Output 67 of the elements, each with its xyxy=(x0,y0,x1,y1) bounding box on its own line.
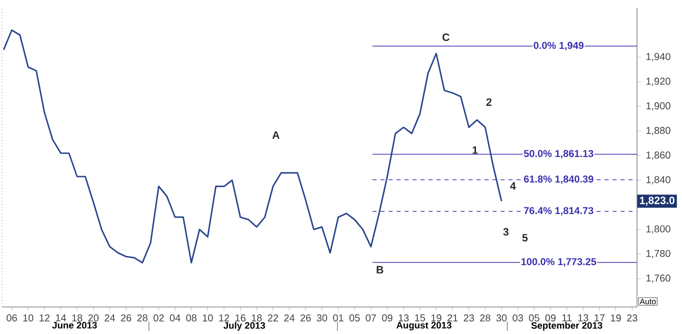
x-tick-label: 14 xyxy=(56,314,66,322)
x-tick-label: 28 xyxy=(480,314,490,322)
x-tick-label: 28 xyxy=(137,314,148,322)
text: June 2013 xyxy=(52,322,97,329)
y-tick-label: 1,940 xyxy=(646,53,670,62)
x-tick-label: 10 xyxy=(23,314,34,322)
y-tick-label: 1,760 xyxy=(646,274,670,283)
ref-line-label: 50.0% 1,861.13 xyxy=(524,150,594,159)
x-tick-label: 08 xyxy=(186,314,196,322)
x-tick-label: 17 xyxy=(594,314,605,322)
x-tick-label: 06 xyxy=(6,314,17,322)
y-tick-label: 1,920 xyxy=(646,78,670,86)
x-tick-label: 15 xyxy=(415,314,426,322)
text: September 2013 xyxy=(531,322,602,331)
x-tick-label: 01 xyxy=(333,314,344,322)
x-tick-label: 12 xyxy=(40,314,50,322)
x-tick-label: 20 xyxy=(88,314,99,322)
x-tick-label: 23 xyxy=(464,314,474,322)
x-tick-label: 10 xyxy=(202,314,213,322)
annotation: 5 xyxy=(522,234,528,242)
y-tick-label: 1,780 xyxy=(646,250,670,258)
x-tick-label: 24 xyxy=(104,314,116,322)
x-tick-label: 05 xyxy=(529,314,540,322)
ref-line-label: 0.0% 1,949 xyxy=(534,42,584,50)
y-tick-label: 1,840 xyxy=(646,176,670,184)
x-tick-label: 19 xyxy=(610,314,621,322)
x-tick-label: 30 xyxy=(496,314,507,322)
y-tick-label: 1,860 xyxy=(646,152,670,160)
x-tick-label: 22 xyxy=(268,314,278,322)
x-tick-label: 19 xyxy=(431,314,442,322)
x-tick-label: 07 xyxy=(366,314,376,322)
x-tick-label: 13 xyxy=(398,314,409,322)
y-tick-label: 1,800 xyxy=(646,225,670,234)
annotation: B xyxy=(376,266,384,274)
annotation: 3 xyxy=(503,228,508,236)
x-tick-label: 30 xyxy=(316,314,328,322)
x-tick-label: 23 xyxy=(627,314,638,322)
y-tick-label: 1,900 xyxy=(646,102,670,111)
ref-line-label: 100.0% 1,773.25 xyxy=(521,258,596,267)
text: July 2013 xyxy=(224,322,266,331)
x-tick-label: 02 xyxy=(154,314,164,322)
x-tick-label: 16 xyxy=(236,314,246,322)
annotation: 1 xyxy=(472,146,478,154)
x-tick-label: 13 xyxy=(578,314,588,322)
ref-line-label: 61.8% 1,840.39 xyxy=(524,176,594,184)
x-tick-label: 26 xyxy=(121,314,132,322)
text: Auto xyxy=(640,298,656,304)
x-tick-label: 24 xyxy=(284,314,295,322)
ref-line-label: 76.4% 1,814.73 xyxy=(524,207,594,216)
annotation: C xyxy=(442,33,450,42)
x-tick-label: 09 xyxy=(382,314,392,322)
x-tick-label: 05 xyxy=(349,314,360,322)
annotation: A xyxy=(272,131,280,139)
x-tick-label: 04 xyxy=(170,314,180,322)
x-tick-label: 11 xyxy=(562,314,572,322)
text: August 2013 xyxy=(396,322,452,330)
y-tick-label: 1,880 xyxy=(646,126,670,136)
x-tick-label: 18 xyxy=(252,314,262,322)
annotation: 4 xyxy=(510,182,516,190)
x-tick-label: 21 xyxy=(447,314,458,322)
x-tick-label: 12 xyxy=(219,314,230,322)
x-tick-label: 03 xyxy=(512,314,523,322)
x-tick-label: 26 xyxy=(300,314,311,322)
annotation: 1,823.0 xyxy=(640,196,674,206)
x-tick-label: 18 xyxy=(72,314,82,322)
x-tick-label: 09 xyxy=(545,314,556,322)
annotation: 2 xyxy=(486,98,492,106)
